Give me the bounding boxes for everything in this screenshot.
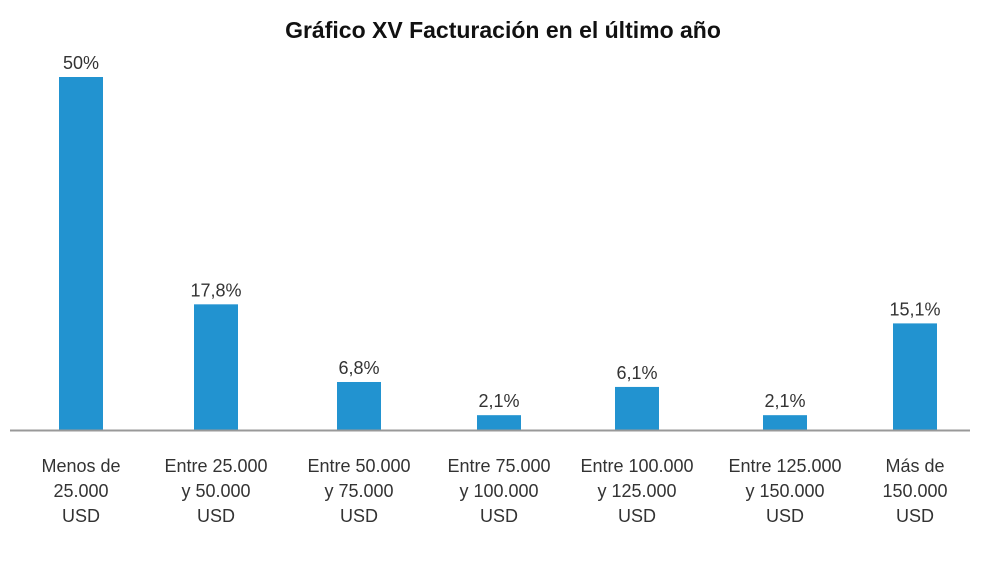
bars-group <box>59 77 937 430</box>
category-label-4: Entre 75.000 y 100.000 USD <box>447 456 550 526</box>
category-label-3: Entre 50.000 y 75.000 USD <box>307 456 410 526</box>
category-label-line: Menos de <box>41 456 120 476</box>
category-label-line: USD <box>62 506 100 526</box>
data-label-6: 2,1% <box>764 391 805 411</box>
data-label-4: 2,1% <box>478 391 519 411</box>
category-labels-group: Menos de 25.000 USD Entre 25.000 y 50.000 USD… <box>41 456 947 526</box>
category-label-line: Entre 75.000 <box>447 456 550 476</box>
bar-6 <box>763 415 807 430</box>
bar-7 <box>893 323 937 430</box>
bar-1 <box>59 77 103 430</box>
category-label-line: 150.000 <box>882 481 947 501</box>
category-label-line: USD <box>766 506 804 526</box>
data-label-7: 15,1% <box>889 299 940 319</box>
category-label-line: y 150.000 <box>745 481 824 501</box>
bar-4 <box>477 415 521 430</box>
category-label-line: Entre 50.000 <box>307 456 410 476</box>
bar-3 <box>337 381 381 430</box>
data-labels-group: 50% 17,8% 6,8% 2,1% 6,1% 2,1% 15,1% <box>63 53 941 411</box>
category-label-line: y 50.000 <box>181 481 250 501</box>
category-label-line: USD <box>618 506 656 526</box>
category-label-6: Entre 125.000 y 150.000 USD <box>728 456 841 526</box>
data-label-5: 6,1% <box>616 363 657 383</box>
category-label-line: USD <box>197 506 235 526</box>
category-label-line: Entre 100.000 <box>580 456 693 476</box>
bar-5 <box>615 386 659 430</box>
data-label-2: 17,8% <box>190 280 241 300</box>
category-label-line: Entre 25.000 <box>164 456 267 476</box>
category-label-line: y 125.000 <box>597 481 676 501</box>
category-label-line: USD <box>340 506 378 526</box>
chart-title: Gráfico XV Facturación en el último año <box>285 17 721 43</box>
category-label-line: y 75.000 <box>324 481 393 501</box>
category-label-7: Más de 150.000 USD <box>882 456 947 526</box>
category-label-line: 25.000 <box>53 481 108 501</box>
category-label-line: USD <box>896 506 934 526</box>
category-label-line: USD <box>480 506 518 526</box>
category-label-line: Entre 125.000 <box>728 456 841 476</box>
bar-2 <box>194 304 238 430</box>
data-label-1: 50% <box>63 53 99 73</box>
category-label-5: Entre 100.000 y 125.000 USD <box>580 456 693 526</box>
category-label-line: Más de <box>885 456 944 476</box>
category-label-2: Entre 25.000 y 50.000 USD <box>164 456 267 526</box>
category-label-1: Menos de 25.000 USD <box>41 456 120 526</box>
data-label-3: 6,8% <box>338 358 379 378</box>
category-label-line: y 100.000 <box>459 481 538 501</box>
